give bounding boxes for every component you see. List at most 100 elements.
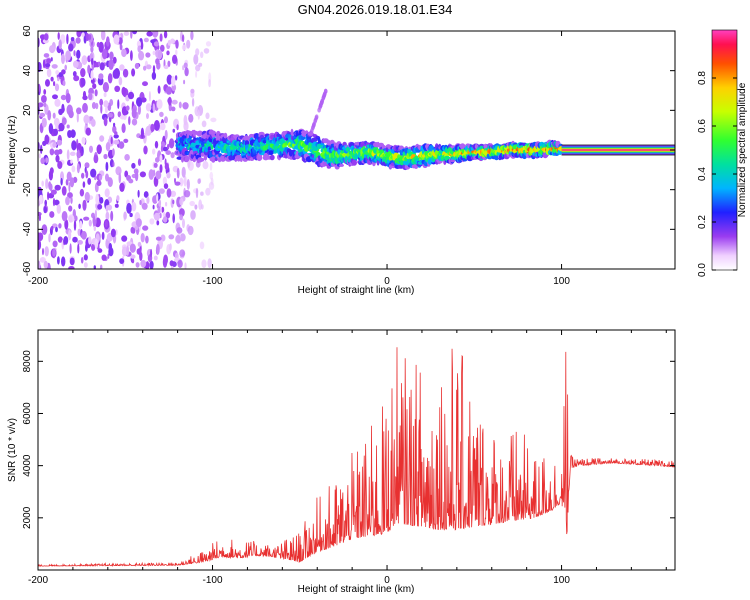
noise-speckle bbox=[58, 39, 62, 50]
noise-speckle bbox=[82, 95, 88, 101]
spur-speckle bbox=[311, 122, 316, 128]
noise-speckle bbox=[165, 211, 171, 219]
noise-speckle bbox=[197, 109, 200, 120]
ridge-cell bbox=[307, 131, 314, 136]
noise-speckle bbox=[153, 212, 160, 221]
noise-speckle bbox=[142, 81, 148, 87]
noise-speckle bbox=[134, 170, 139, 182]
noise-speckle bbox=[81, 55, 88, 66]
noise-speckle bbox=[156, 193, 159, 203]
noise-speckle bbox=[181, 166, 186, 178]
noise-speckle bbox=[51, 64, 58, 69]
noise-speckle bbox=[198, 62, 203, 67]
noise-speckle bbox=[79, 220, 83, 229]
noise-speckle bbox=[166, 172, 171, 179]
noise-speckle bbox=[91, 243, 96, 251]
noise-speckle bbox=[166, 188, 172, 198]
noise-speckle bbox=[81, 136, 86, 145]
noise-speckle bbox=[42, 59, 46, 69]
noise-speckle bbox=[83, 254, 88, 261]
noise-speckle bbox=[38, 102, 44, 108]
spur-speckle bbox=[318, 102, 323, 108]
noise-speckle bbox=[159, 111, 164, 117]
noise-speckle bbox=[137, 158, 142, 166]
noise-speckle bbox=[88, 34, 92, 41]
noise-speckle bbox=[89, 145, 93, 153]
noise-speckle bbox=[139, 251, 143, 261]
noise-speckle bbox=[67, 130, 73, 138]
noise-speckle bbox=[90, 45, 94, 53]
noise-speckle bbox=[81, 230, 87, 240]
noise-speckle bbox=[169, 260, 174, 267]
noise-speckle bbox=[68, 215, 73, 223]
noise-speckle bbox=[103, 153, 108, 160]
noise-speckle bbox=[162, 257, 168, 268]
noise-speckle bbox=[69, 243, 72, 254]
noise-speckle bbox=[140, 232, 145, 243]
snr-y-tick-label: 6000 bbox=[22, 402, 33, 425]
noise-speckle bbox=[150, 123, 155, 132]
ridge-cell bbox=[203, 154, 208, 161]
noise-speckle bbox=[128, 178, 134, 184]
noise-speckle bbox=[105, 205, 109, 212]
noise-speckle bbox=[143, 145, 148, 155]
noise-speckle bbox=[123, 31, 130, 36]
noise-speckle bbox=[193, 54, 199, 65]
noise-speckle bbox=[94, 238, 99, 249]
noise-speckle bbox=[48, 233, 51, 243]
noise-speckle bbox=[164, 129, 168, 140]
noise-speckle bbox=[152, 148, 156, 155]
noise-speckle bbox=[43, 102, 47, 108]
noise-speckle bbox=[170, 190, 177, 197]
noise-speckle bbox=[72, 236, 78, 243]
noise-speckle bbox=[131, 108, 137, 119]
snr-x-label: Height of straight line (km) bbox=[298, 584, 415, 595]
noise-speckle bbox=[47, 110, 52, 121]
noise-speckle bbox=[209, 171, 214, 180]
carrier-band bbox=[561, 149, 675, 151]
noise-speckle bbox=[44, 246, 49, 257]
noise-speckle bbox=[148, 91, 151, 102]
noise-speckle bbox=[80, 77, 86, 87]
noise-speckle bbox=[205, 112, 210, 120]
noise-speckle bbox=[105, 161, 109, 172]
colorbar-ticks: 0.0 0.2 0.4 0.6 0.8 bbox=[697, 71, 737, 277]
noise-speckle bbox=[145, 235, 149, 244]
noise-speckle bbox=[171, 75, 176, 87]
noise-speckle bbox=[131, 118, 138, 126]
noise-speckle bbox=[99, 197, 104, 204]
noise-speckle bbox=[60, 177, 63, 186]
snr-x-tick-label: 100 bbox=[553, 575, 570, 586]
noise-speckle bbox=[61, 186, 67, 196]
noise-speckle bbox=[75, 37, 81, 44]
chart-title: GN04.2026.019.18.01.E34 bbox=[298, 2, 453, 17]
noise-speckle bbox=[48, 123, 54, 135]
noise-speckle bbox=[64, 64, 67, 71]
ridge-cell bbox=[214, 157, 218, 162]
noise-speckle bbox=[153, 120, 160, 131]
ridge-cell bbox=[207, 146, 212, 151]
noise-speckle bbox=[137, 104, 141, 115]
noise-speckle bbox=[96, 41, 100, 48]
noise-speckle bbox=[112, 56, 117, 64]
noise-speckle bbox=[44, 199, 47, 207]
noise-speckle bbox=[183, 79, 186, 85]
noise-speckle bbox=[58, 223, 62, 229]
spectrogram-y-ticks: -60 -40 -20 0 20 40 60 bbox=[22, 25, 675, 276]
noise-speckle bbox=[195, 70, 198, 78]
noise-speckle bbox=[159, 154, 163, 163]
noise-speckle bbox=[65, 196, 70, 206]
noise-speckle bbox=[96, 180, 102, 186]
snr-y-label: SNR (10 * v/v) bbox=[7, 418, 18, 482]
noise-speckle bbox=[188, 113, 194, 123]
noise-speckle bbox=[127, 91, 135, 100]
noise-speckle bbox=[66, 33, 69, 45]
noise-speckle bbox=[119, 64, 125, 71]
noise-speckle bbox=[88, 92, 93, 101]
noise-speckle bbox=[61, 117, 67, 125]
noise-speckle bbox=[107, 253, 110, 259]
colorbar-tick-label: 0.8 bbox=[697, 71, 708, 85]
noise-speckle bbox=[53, 199, 60, 206]
noise-speckle bbox=[153, 255, 158, 261]
noise-speckle bbox=[88, 219, 92, 227]
